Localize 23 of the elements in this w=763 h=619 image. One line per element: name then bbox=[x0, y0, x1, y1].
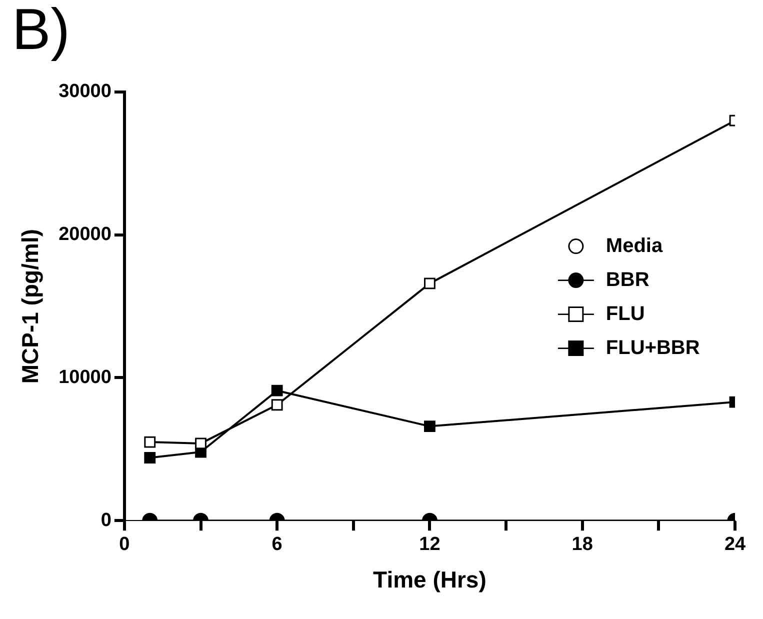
legend-label: FLU bbox=[606, 302, 645, 325]
y-tick-label: 10000 bbox=[58, 366, 112, 388]
x-tick-label: 24 bbox=[724, 534, 746, 556]
point bbox=[271, 384, 283, 396]
legend-label: FLU+BBR bbox=[606, 336, 700, 359]
x-tick-label: 18 bbox=[572, 534, 593, 556]
point bbox=[144, 436, 156, 448]
x-axis-title: Time (Hrs) bbox=[373, 566, 486, 593]
x-tick-label: 0 bbox=[119, 534, 130, 556]
y-tick-label: 30000 bbox=[58, 81, 112, 102]
point bbox=[144, 452, 156, 464]
chart-title: B) bbox=[12, 0, 70, 62]
x-tick-label: 6 bbox=[272, 534, 282, 556]
point bbox=[424, 420, 436, 432]
x-tick-label: 12 bbox=[419, 534, 440, 556]
point bbox=[195, 438, 206, 450]
y-tick-label: 0 bbox=[100, 510, 112, 531]
legend-label: Media bbox=[606, 234, 664, 257]
y-axis-title: MCP-1 (pg/ml) bbox=[17, 228, 44, 384]
legend-label: BBR bbox=[606, 268, 650, 291]
point bbox=[424, 278, 436, 290]
y-tick-label: 20000 bbox=[58, 224, 112, 246]
point bbox=[271, 399, 283, 411]
